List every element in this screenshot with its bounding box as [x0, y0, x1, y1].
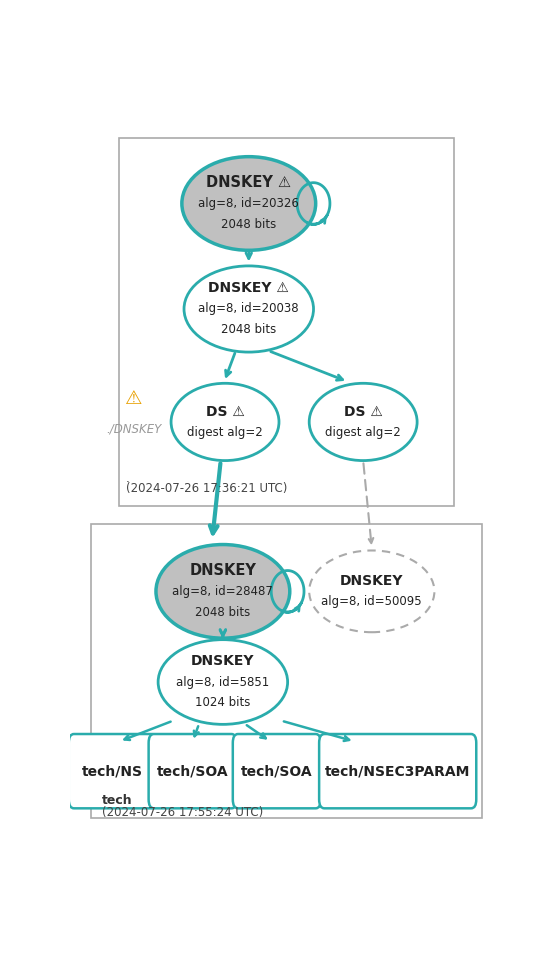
Ellipse shape	[309, 550, 434, 632]
Text: digest alg=2: digest alg=2	[187, 426, 263, 439]
Text: ⚠: ⚠	[125, 389, 142, 407]
Ellipse shape	[156, 544, 290, 638]
FancyBboxPatch shape	[149, 734, 237, 809]
Text: DNSKEY ⚠: DNSKEY ⚠	[206, 176, 291, 190]
FancyBboxPatch shape	[119, 138, 454, 506]
FancyBboxPatch shape	[233, 734, 321, 809]
Text: alg=8, id=20326: alg=8, id=20326	[198, 197, 299, 210]
Text: DNSKEY ⚠: DNSKEY ⚠	[208, 281, 289, 295]
FancyBboxPatch shape	[91, 525, 482, 818]
FancyBboxPatch shape	[319, 734, 476, 809]
Text: 2048 bits: 2048 bits	[196, 606, 251, 619]
Text: DNSKEY: DNSKEY	[191, 654, 255, 668]
Text: tech: tech	[102, 794, 133, 808]
Text: DS ⚠: DS ⚠	[344, 404, 383, 419]
Text: DNSKEY: DNSKEY	[340, 574, 404, 588]
Text: tech/SOA: tech/SOA	[157, 764, 228, 778]
Ellipse shape	[182, 156, 316, 250]
Text: tech/SOA: tech/SOA	[241, 764, 312, 778]
Text: 1024 bits: 1024 bits	[195, 697, 251, 709]
Text: 2048 bits: 2048 bits	[221, 323, 276, 336]
Text: alg=8, id=28487: alg=8, id=28487	[173, 585, 273, 598]
Ellipse shape	[158, 640, 287, 725]
FancyBboxPatch shape	[69, 734, 157, 809]
Text: (2024-07-26 17:36:21 UTC): (2024-07-26 17:36:21 UTC)	[126, 482, 287, 495]
Text: tech/NSEC3PARAM: tech/NSEC3PARAM	[325, 764, 470, 778]
Text: ./DNSKEY: ./DNSKEY	[106, 423, 161, 436]
Text: alg=8, id=50095: alg=8, id=50095	[321, 595, 422, 608]
Text: DNSKEY: DNSKEY	[189, 563, 256, 578]
Text: 2048 bits: 2048 bits	[221, 218, 276, 231]
Ellipse shape	[184, 266, 314, 352]
Text: tech/NS: tech/NS	[82, 764, 143, 778]
Text: digest alg=2: digest alg=2	[325, 426, 401, 439]
Text: alg=8, id=20038: alg=8, id=20038	[198, 302, 299, 316]
Text: .: .	[126, 472, 129, 484]
Text: DS ⚠: DS ⚠	[206, 404, 245, 419]
Text: alg=8, id=5851: alg=8, id=5851	[176, 676, 270, 688]
Ellipse shape	[171, 383, 279, 460]
Ellipse shape	[309, 383, 417, 460]
Text: (2024-07-26 17:55:24 UTC): (2024-07-26 17:55:24 UTC)	[102, 806, 263, 818]
